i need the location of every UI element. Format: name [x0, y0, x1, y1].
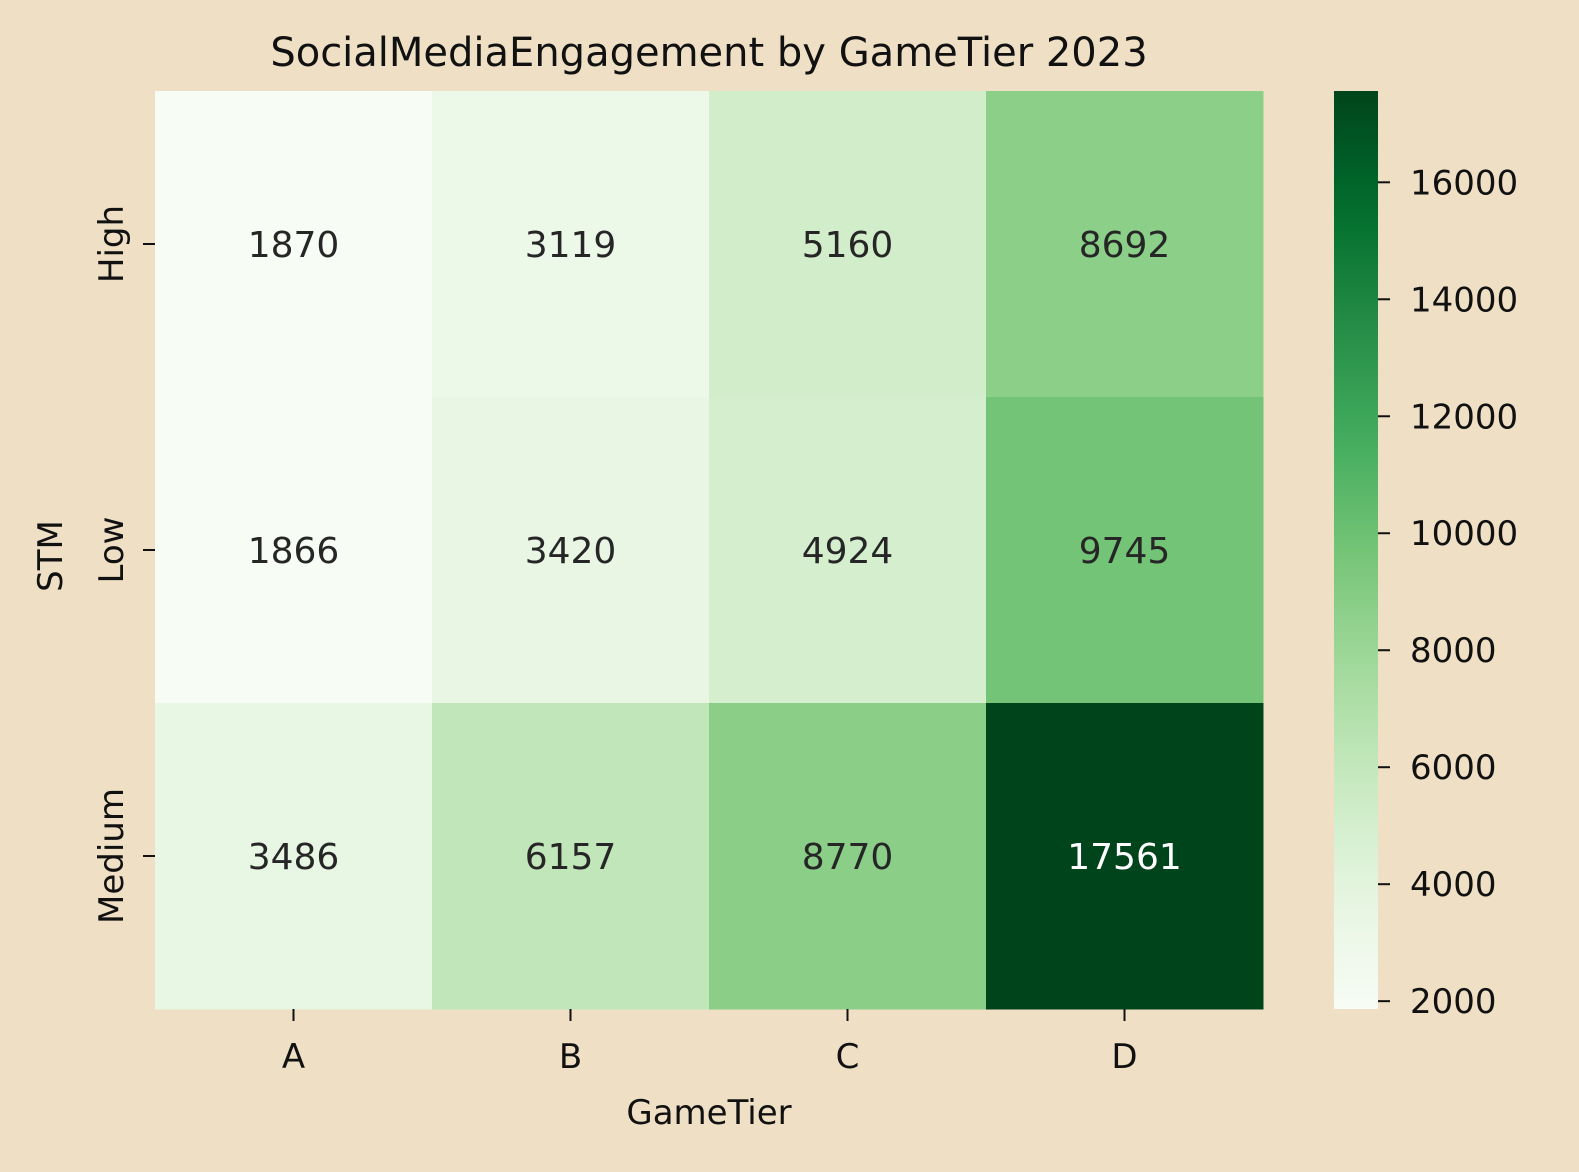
cell-value-label: 1866: [248, 531, 340, 572]
colorbar-tick-label: 6000: [1410, 748, 1497, 788]
cell-value-label: 3486: [248, 837, 340, 878]
colorbar-tick-label: 4000: [1410, 865, 1497, 905]
cell-value-label: 8770: [802, 837, 894, 878]
cell-value-label: 17561: [1067, 837, 1182, 878]
cell-value-label: 8692: [1079, 225, 1171, 266]
heatmap-cell: [155, 91, 433, 398]
heatmap-cell: [709, 703, 987, 1010]
y-tick-label: Medium: [92, 788, 132, 924]
colorbar-tick-label: 10000: [1410, 514, 1518, 554]
colorbar: 2000 4000 6000 8000 10000 12000 14000 16000: [1334, 91, 1518, 1022]
colorbar-gradient: [1334, 91, 1378, 1009]
heatmap-cells: 1870 3119 5160 8692 1866 3420 4924 9745 3486 6157…: [155, 91, 1264, 1010]
y-axis: High Low Medium: [92, 205, 155, 924]
heatmap-cell: [155, 703, 433, 1010]
heatmap-cell: [986, 703, 1264, 1010]
heatmap-cell: [432, 703, 710, 1010]
x-tick-label: A: [282, 1037, 305, 1077]
cell-value-label: 5160: [802, 225, 894, 266]
colorbar-tick-label: 16000: [1410, 163, 1518, 203]
x-tick-label: C: [836, 1037, 860, 1077]
heatmap-cell: [709, 91, 987, 398]
heatmap-cell: [986, 397, 1264, 704]
colorbar-tick-label: 12000: [1410, 397, 1518, 437]
cell-value-label: 1870: [248, 225, 340, 266]
y-tick-label: High: [92, 205, 132, 283]
x-tick-label: D: [1111, 1037, 1137, 1077]
colorbar-tick-label: 2000: [1410, 982, 1497, 1022]
x-tick-label: B: [559, 1037, 582, 1077]
heatmap-cell: [432, 91, 710, 398]
x-axis: A B C D: [282, 1009, 1138, 1077]
heatmap-cell: [709, 397, 987, 704]
y-tick-label: Low: [92, 517, 132, 584]
heatmap-cell: [432, 397, 710, 704]
cell-value-label: 4924: [802, 531, 894, 572]
chart-title: SocialMediaEngagement by GameTier 2023: [270, 30, 1147, 76]
cell-value-label: 3420: [525, 531, 617, 572]
colorbar-tick-label: 14000: [1410, 280, 1518, 320]
cell-value-label: 3119: [525, 225, 617, 266]
x-axis-label: GameTier: [626, 1093, 791, 1133]
heatmap-cell: [155, 397, 433, 704]
cell-value-label: 9745: [1079, 531, 1171, 572]
y-axis-label: STM: [31, 520, 71, 592]
cell-value-label: 6157: [525, 837, 617, 878]
colorbar-tick-label: 8000: [1410, 631, 1497, 671]
heatmap-cell: [986, 91, 1264, 398]
